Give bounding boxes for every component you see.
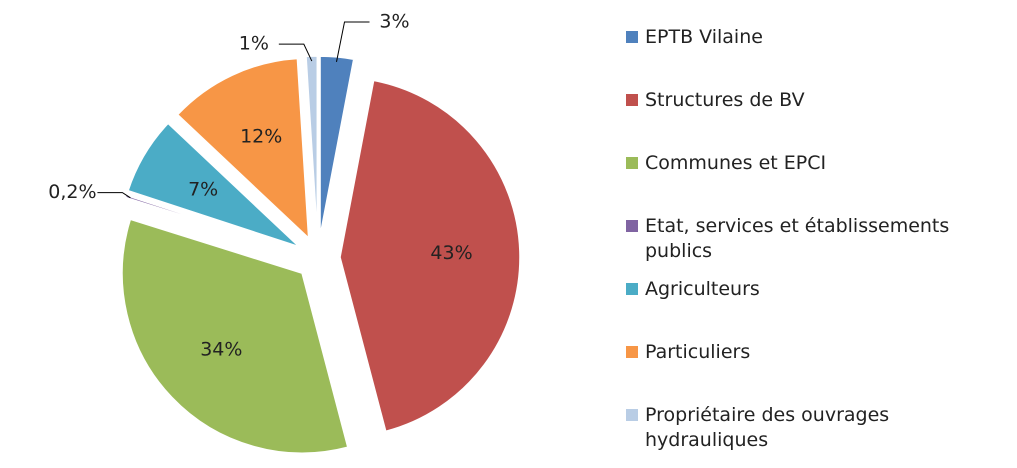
legend-item: Etat, services et établissements publics xyxy=(625,214,1010,277)
legend-label: Propriétaire des ouvrages hydrauliques xyxy=(645,404,890,451)
legend-swatch xyxy=(625,30,639,44)
legend-label: Etat, services et établissements publics xyxy=(645,215,950,262)
legend-item: Communes et EPCI xyxy=(625,151,1010,214)
pie-slice xyxy=(121,218,349,454)
legend-swatch xyxy=(625,156,639,170)
legend-swatch xyxy=(625,93,639,107)
legend-item: EPTB Vilaine xyxy=(625,25,1010,88)
legend-swatch xyxy=(625,408,639,422)
legend-item: Propriétaire des ouvrages hydrauliques xyxy=(625,403,1010,466)
legend-swatch xyxy=(625,219,639,233)
legend-item: Agriculteurs xyxy=(625,277,1010,340)
pie-slice xyxy=(176,57,310,240)
legend-label: EPTB Vilaine xyxy=(645,26,763,48)
legend-swatch xyxy=(625,345,639,359)
legend-item: Particuliers xyxy=(625,340,1010,403)
pie-slice xyxy=(319,55,355,237)
legend-label: Structures de BV xyxy=(645,89,805,111)
data-label: 7% xyxy=(188,178,218,200)
data-label: 3% xyxy=(379,11,409,33)
pie-slice xyxy=(305,55,319,237)
data-label: 34% xyxy=(200,339,242,361)
leader-line xyxy=(336,21,370,62)
pie-slice xyxy=(339,79,521,433)
legend-label: Particuliers xyxy=(645,341,751,363)
data-label: 12% xyxy=(240,126,282,148)
data-label: 1% xyxy=(239,33,269,55)
legend: EPTB Vilaine Structures de BV Communes et … xyxy=(625,25,1010,466)
leader-line xyxy=(278,43,313,62)
data-label: 43% xyxy=(430,242,472,264)
legend-label: Agriculteurs xyxy=(645,278,760,300)
leader-line xyxy=(97,192,131,199)
legend-label: Communes et EPCI xyxy=(645,152,827,174)
pie-slice xyxy=(127,122,300,248)
legend-item: Structures de BV xyxy=(625,88,1010,151)
data-label: 0,2% xyxy=(48,181,96,203)
pie-area: 3% 43% 34% 0,2% 7% 12% 1% xyxy=(48,11,521,454)
legend-swatch xyxy=(625,282,639,296)
